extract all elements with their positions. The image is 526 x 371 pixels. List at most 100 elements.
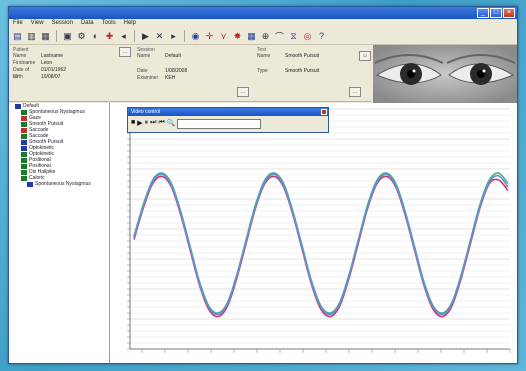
maximize-button[interactable]: □ <box>490 8 502 18</box>
zoom-icon[interactable]: ⊕ <box>261 30 270 41</box>
chart-area <box>110 103 517 363</box>
camera-icon[interactable]: ◉ <box>191 30 200 41</box>
new-icon[interactable]: ▤ <box>13 30 22 41</box>
vector-icon[interactable]: ⋎ <box>220 30 227 41</box>
tree-item-label: Spontaneous Nystagmus <box>35 181 91 187</box>
zoom-icon[interactable]: 🔍 <box>166 120 176 127</box>
patient-group: Patient Name Lastname Firstname Leon Date … <box>13 47 66 81</box>
grid-icon[interactable]: ▦ <box>247 30 256 41</box>
tree-item[interactable]: Spontaneous Nystagmus <box>9 109 109 115</box>
arrow-left-icon[interactable]: ◂ <box>121 30 126 41</box>
tree-item[interactable]: Caloric <box>9 175 109 181</box>
stop-icon[interactable]: ✕ <box>155 30 164 41</box>
app-window: _ □ × File View Session Data Tools Help … <box>8 6 518 364</box>
video-control-close-button[interactable] <box>321 109 327 115</box>
tree-item-label: Caloric <box>29 175 45 181</box>
tree-item[interactable]: Saccade <box>9 133 109 139</box>
patient-group-title: Patient <box>13 47 29 53</box>
marker-icon[interactable]: ✚ <box>105 30 114 41</box>
test-tree-panel: Default Spontaneous Nystagmus Gaze Smooth P… <box>9 103 110 363</box>
tree-item-label: Dix Hallpike <box>29 169 56 175</box>
print-icon[interactable]: ▣ <box>63 30 72 41</box>
info-key: Type <box>257 68 268 74</box>
test-tree: Default Spontaneous Nystagmus Gaze Smooth P… <box>9 103 109 187</box>
menu-session[interactable]: Session <box>51 20 73 26</box>
tree-item-label: Optokinetic <box>29 145 55 151</box>
test-type-icon <box>21 175 27 181</box>
tree-item[interactable]: Smooth Pursuit <box>9 139 109 145</box>
menu-tools[interactable]: Tools <box>101 20 116 26</box>
eye-tool-icon[interactable]: ◎ <box>303 30 312 41</box>
info-key: Examiner <box>137 75 159 81</box>
menu-help[interactable]: Help <box>123 20 136 26</box>
info-value: 01/01/1962 <box>41 67 67 73</box>
menu-data[interactable]: Data <box>80 20 94 26</box>
info-key: Name <box>13 53 27 59</box>
tree-item[interactable]: Saccade <box>9 127 109 133</box>
tree-item[interactable]: Default <box>9 103 109 109</box>
trace-chart <box>127 108 511 353</box>
headset-icon[interactable]: ⌒ <box>274 31 284 42</box>
close-button[interactable]: × <box>503 8 515 18</box>
tree-item[interactable]: Optokinetic <box>9 151 109 157</box>
info-value: Default <box>165 53 181 59</box>
tree-item-label: Saccade <box>29 133 49 139</box>
next-frame-icon[interactable]: ⏭ <box>150 119 157 126</box>
rewind-icon[interactable]: ⏮ <box>158 119 165 126</box>
tree-item-label: Gaze <box>29 115 41 121</box>
test-edit-button[interactable]: … <box>349 87 361 97</box>
stop-icon[interactable]: ■ <box>131 119 136 126</box>
test-type-icon <box>15 103 21 109</box>
test-type-icon <box>21 157 27 163</box>
session-edit-button[interactable]: … <box>237 87 249 97</box>
target-icon[interactable]: ✸ <box>233 30 242 41</box>
eye-camera-image <box>373 45 517 103</box>
help-icon[interactable]: ? <box>318 31 324 41</box>
record-icon[interactable]: ▶ <box>142 30 149 41</box>
tree-item-label: Positional <box>29 163 51 169</box>
tree-item-label: Spontaneous Nystagmus <box>29 109 85 115</box>
forward-icon[interactable]: ▸ <box>171 30 176 41</box>
tree-item[interactable]: Smooth Pursuit <box>9 121 109 127</box>
menu-file[interactable]: File <box>13 20 23 26</box>
tree-item[interactable]: Optokinetic <box>9 145 109 151</box>
menu-bar: File View Session Data Tools Help <box>9 19 517 28</box>
tree-item[interactable]: Spontaneous Nystagmus <box>9 181 109 187</box>
session-group-title: Session <box>137 47 155 53</box>
tree-item-label: Smooth Pursuit <box>29 139 64 145</box>
menu-view[interactable]: View <box>30 20 44 26</box>
info-value: Smooth Pursuit <box>285 53 320 59</box>
session-group: Session Name Default Date 1/08/2008 Examin… <box>137 47 187 82</box>
filter-icon[interactable]: ⧖ <box>290 30 297 41</box>
pause-icon[interactable]: ⏸ <box>144 119 149 126</box>
info-key: Name <box>137 53 151 59</box>
test-group-title: Test <box>257 47 267 53</box>
tree-item[interactable]: Positional <box>9 163 109 169</box>
test-type-icon <box>21 151 27 157</box>
tree-item[interactable]: Positional <box>9 157 109 163</box>
video-position-field[interactable] <box>177 119 262 129</box>
calibrate-icon[interactable]: ◐ <box>92 31 99 41</box>
test-type-icon <box>21 115 27 121</box>
minimize-button[interactable]: _ <box>477 8 489 18</box>
info-value: Smooth Pursuit <box>285 68 320 74</box>
test-type-icon <box>21 139 27 145</box>
save-icon[interactable]: ▦ <box>41 30 50 41</box>
open-icon[interactable]: ▥ <box>27 30 36 41</box>
tree-item[interactable]: Dix Hallpike <box>9 169 109 175</box>
crosshair-icon[interactable]: ✛ <box>205 30 214 41</box>
test-side-button[interactable]: ▭ <box>359 51 371 61</box>
info-value: 1/08/2008 <box>165 68 188 74</box>
info-key: Date of birth <box>13 67 30 80</box>
patient-info-panel: Patient Name Lastname Firstname Leon Date … <box>9 45 371 102</box>
tree-item-label: Positional <box>29 157 51 163</box>
settings-icon[interactable]: ⚙ <box>77 30 86 41</box>
info-value: Lastname <box>41 53 63 59</box>
test-type-icon <box>21 121 27 127</box>
test-type-icon <box>21 169 27 175</box>
patient-edit-button[interactable]: … <box>119 47 131 57</box>
tree-item[interactable]: Gaze <box>9 115 109 121</box>
video-control-title: Video control <box>131 109 161 115</box>
tree-item-label: Default <box>23 103 39 109</box>
play-icon[interactable]: ▶ <box>137 120 143 127</box>
